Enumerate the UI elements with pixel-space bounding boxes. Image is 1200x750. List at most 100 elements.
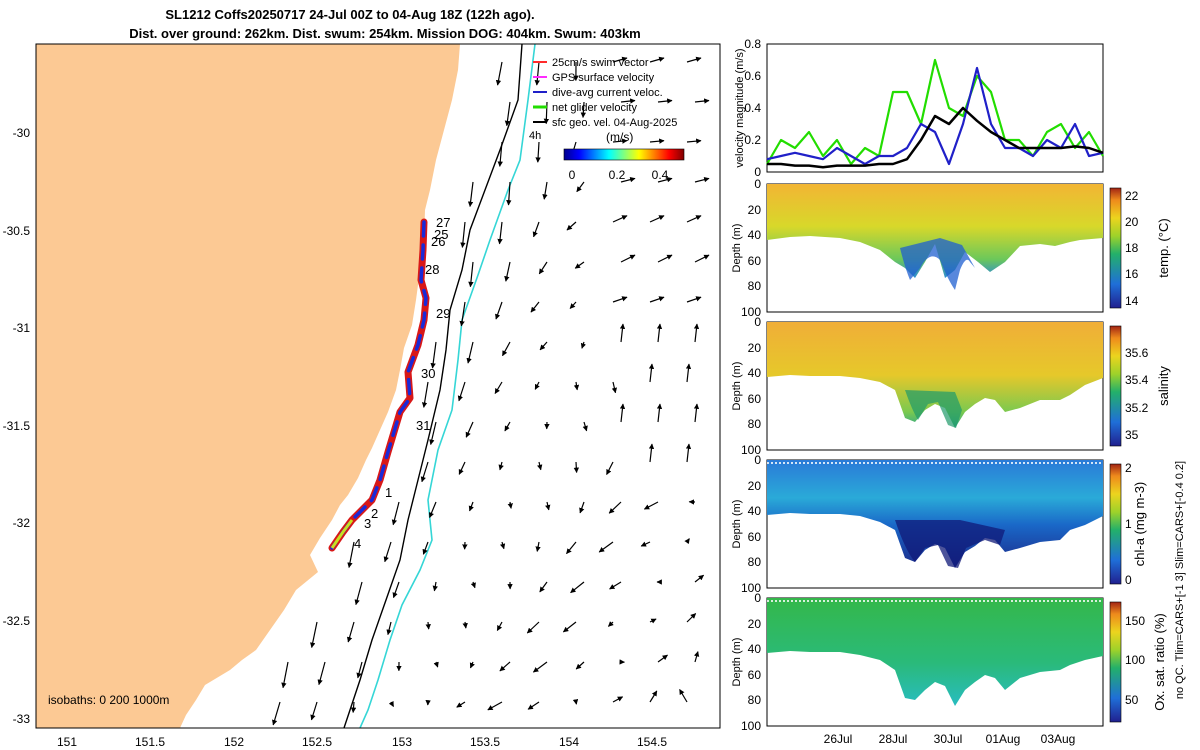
velocity-arrow bbox=[693, 323, 700, 343]
day-label: 28 bbox=[425, 262, 439, 277]
velocity-arrow bbox=[420, 461, 429, 483]
colorbar-tick: 14 bbox=[1125, 294, 1139, 308]
velocity-arrow bbox=[649, 56, 665, 63]
surface-velocity-vectors bbox=[271, 56, 710, 726]
velocity-arrow bbox=[609, 581, 622, 590]
velocity-arrow bbox=[281, 661, 289, 689]
velocity-arrow bbox=[686, 296, 702, 303]
y-tick-label: 0 bbox=[754, 315, 761, 329]
x-tick-label: 152 bbox=[224, 735, 244, 749]
velocity-arrow bbox=[611, 381, 618, 394]
velocity-arrow bbox=[686, 613, 697, 623]
velocity-arrow bbox=[468, 501, 474, 512]
x-tick-label: 30Jul bbox=[934, 732, 963, 746]
x-tick-label: 01Aug bbox=[986, 732, 1021, 746]
x-tick-label: 153.5 bbox=[470, 735, 500, 749]
map-frame bbox=[35, 43, 721, 729]
velocity-arrow bbox=[425, 621, 431, 630]
velocity-arrow bbox=[574, 261, 585, 269]
qc-note: no QC. Tlim=CARS+[-1 3] Slim=CARS+[-0.4 … bbox=[1174, 461, 1186, 699]
oxygen-colorbar bbox=[1109, 601, 1122, 723]
y-tick-label: 60 bbox=[748, 668, 762, 682]
y-tick-label: 100 bbox=[741, 581, 761, 595]
velocity-arrow bbox=[487, 701, 503, 711]
y-tick-label: -31 bbox=[13, 321, 31, 335]
y-tick-label: 0 bbox=[754, 177, 761, 191]
legend-label: net glider velocity bbox=[552, 102, 637, 114]
velocity-arrow bbox=[535, 141, 541, 163]
y-tick-label: 100 bbox=[741, 305, 761, 319]
velocity-arrow bbox=[496, 621, 503, 631]
day-label: 31 bbox=[416, 418, 430, 433]
velocity-arrow bbox=[458, 461, 466, 475]
velocity-arrow bbox=[310, 701, 318, 721]
velocity-arrow bbox=[465, 421, 474, 438]
velocity-arrow bbox=[607, 621, 614, 627]
velocity-series-line bbox=[766, 58, 1104, 166]
velocity-arrow bbox=[527, 701, 540, 710]
velocity-arrow bbox=[619, 403, 626, 423]
velocity-arrow bbox=[532, 661, 548, 673]
temperature-field bbox=[767, 184, 1103, 278]
velocity-arrow bbox=[530, 301, 540, 313]
colorbar-tick: 35.4 bbox=[1125, 373, 1149, 387]
depth-axis-label: Depth (m) bbox=[731, 638, 743, 687]
isobaths-label: isobaths: 0 200 1000m bbox=[48, 693, 169, 707]
velocity-arrow bbox=[612, 138, 628, 144]
colorbar-tick: 20 bbox=[1125, 215, 1139, 229]
velocity-arrow bbox=[573, 461, 580, 474]
velocity-arrow bbox=[422, 541, 429, 555]
velocity-arrow bbox=[612, 296, 628, 303]
x-tick-label: 03Aug bbox=[1041, 732, 1076, 746]
velocity-arrow bbox=[466, 341, 474, 364]
velocity-arrow bbox=[350, 701, 357, 713]
chart-title-line-1: SL1212 Coffs20250717 24-Jul 00Z to 04-Au… bbox=[165, 7, 535, 22]
velocity-arrow bbox=[459, 301, 466, 327]
velocity-arrow bbox=[612, 56, 628, 63]
velocity-arrow bbox=[507, 501, 513, 509]
legend-label: 25cm/s swim vector bbox=[552, 57, 649, 69]
velocity-arrow bbox=[694, 254, 710, 263]
y-tick-label: 100 bbox=[741, 443, 761, 457]
temperature-colorbar bbox=[1109, 187, 1122, 309]
day-label: 27 bbox=[436, 215, 450, 230]
y-tick-label: 100 bbox=[741, 719, 761, 733]
velocity-arrow bbox=[467, 181, 474, 208]
velocity-arrow bbox=[495, 301, 503, 320]
y-tick-label: 0.6 bbox=[744, 69, 761, 83]
velocity-arrow bbox=[693, 651, 700, 663]
velocity-arrow bbox=[694, 176, 710, 183]
velocity-arrow bbox=[538, 261, 548, 275]
colorbar-label: temp. (°C) bbox=[1156, 218, 1171, 277]
legend-label: GPS surface velocity bbox=[552, 72, 655, 84]
day-label: 4 bbox=[354, 536, 361, 551]
y-tick-label: -32.5 bbox=[3, 614, 31, 628]
velocity-arrow bbox=[684, 538, 690, 545]
velocity-series bbox=[766, 58, 1104, 169]
velocity-arrow bbox=[497, 221, 503, 245]
salinity-section: 0 20 40 60 80 100 Depth (m) 35.6 35.4 35… bbox=[731, 315, 1171, 457]
velocity-arrow bbox=[598, 541, 614, 553]
velocity-arrow bbox=[504, 421, 511, 432]
velocity-arrow bbox=[543, 101, 550, 125]
velocity-arrow bbox=[499, 541, 506, 550]
velocity-arrow bbox=[620, 98, 636, 104]
y-tick-label: 20 bbox=[748, 341, 762, 355]
velocity-arrow bbox=[430, 341, 437, 369]
day-label: 2 bbox=[371, 506, 378, 521]
colorbar-tick: 35.6 bbox=[1125, 346, 1149, 360]
x-tick-label: 154 bbox=[559, 735, 579, 749]
colorbar-gradient bbox=[563, 148, 685, 161]
velocity-arrow bbox=[569, 301, 577, 309]
y-tick-label: 20 bbox=[748, 479, 762, 493]
x-tick-label: 151.5 bbox=[135, 735, 165, 749]
colorbar-tick: 16 bbox=[1125, 267, 1139, 281]
velocity-arrow bbox=[656, 403, 663, 423]
colorbar-tick: 35 bbox=[1125, 428, 1139, 442]
velocity-arrow bbox=[576, 181, 585, 193]
velocity-panel: 0.8 0.6 0.4 0.2 0 velocity magnitude (m/… bbox=[734, 37, 1104, 179]
velocity-arrow bbox=[346, 621, 355, 643]
salinity-low-patch bbox=[905, 390, 962, 428]
colorbar-tick: 18 bbox=[1125, 241, 1139, 255]
y-tick-label: 80 bbox=[748, 555, 762, 569]
